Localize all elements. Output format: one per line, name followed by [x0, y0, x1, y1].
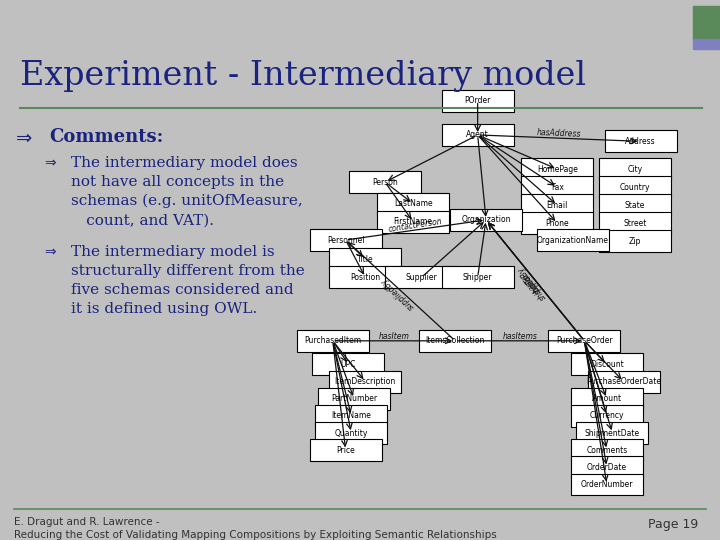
Text: Reducing the Cost of Validating Mapping Compositions by Exploiting Semantic Rela: Reducing the Cost of Validating Mapping … — [14, 530, 497, 540]
Text: Currency: Currency — [590, 411, 624, 420]
FancyBboxPatch shape — [419, 330, 491, 352]
FancyBboxPatch shape — [599, 212, 671, 234]
FancyBboxPatch shape — [318, 388, 390, 410]
FancyBboxPatch shape — [599, 158, 671, 180]
FancyBboxPatch shape — [441, 266, 513, 288]
Text: ⇒: ⇒ — [16, 129, 32, 147]
FancyBboxPatch shape — [310, 439, 382, 461]
FancyBboxPatch shape — [441, 90, 513, 112]
FancyBboxPatch shape — [377, 211, 449, 233]
Text: Phone: Phone — [546, 219, 570, 228]
Text: Quantity: Quantity — [335, 429, 368, 437]
Text: Agent: Agent — [467, 131, 489, 139]
FancyBboxPatch shape — [599, 176, 671, 198]
Text: PurchaseOrder: PurchaseOrder — [556, 336, 613, 345]
FancyBboxPatch shape — [385, 266, 457, 288]
FancyBboxPatch shape — [315, 405, 387, 427]
FancyBboxPatch shape — [315, 422, 387, 444]
FancyBboxPatch shape — [450, 209, 522, 231]
Text: ItemDescription: ItemDescription — [335, 377, 396, 386]
Text: Zip: Zip — [629, 237, 641, 246]
FancyBboxPatch shape — [571, 439, 643, 461]
FancyBboxPatch shape — [521, 212, 593, 234]
FancyBboxPatch shape — [349, 171, 421, 193]
Text: Comments:: Comments: — [49, 129, 163, 146]
Text: Experiment - Intermediary model: Experiment - Intermediary model — [20, 60, 586, 92]
Text: ⇒: ⇒ — [45, 245, 56, 259]
Text: Email: Email — [546, 201, 568, 210]
Text: Person: Person — [372, 178, 398, 187]
Text: HomePage: HomePage — [537, 165, 578, 174]
Text: The intermediary model does
not have all concepts in the
schemas (e.g. unitOfMea: The intermediary model does not have all… — [71, 156, 302, 227]
FancyBboxPatch shape — [577, 422, 649, 444]
Text: Amount: Amount — [592, 394, 622, 403]
Text: hasAddress: hasAddress — [537, 128, 582, 139]
Text: Personnel: Personnel — [327, 235, 364, 245]
FancyBboxPatch shape — [297, 330, 369, 352]
FancyBboxPatch shape — [571, 474, 643, 496]
Text: ShipmentDate: ShipmentDate — [585, 429, 640, 437]
Text: OrganizationName: OrganizationName — [537, 235, 609, 245]
Text: Supplier: Supplier — [405, 273, 437, 282]
FancyBboxPatch shape — [571, 354, 643, 375]
FancyBboxPatch shape — [537, 229, 609, 251]
Text: Title: Title — [357, 255, 374, 264]
FancyBboxPatch shape — [312, 354, 384, 375]
Text: PartNumber: PartNumber — [331, 394, 377, 403]
FancyBboxPatch shape — [549, 330, 621, 352]
Text: billTo: billTo — [522, 273, 541, 294]
Text: PurchaseOrderDate: PurchaseOrderDate — [586, 377, 661, 386]
FancyBboxPatch shape — [571, 388, 643, 410]
Bar — [693, 39, 720, 49]
FancyBboxPatch shape — [521, 158, 593, 180]
Text: PurchasedItem: PurchasedItem — [304, 336, 361, 345]
Text: City: City — [627, 165, 642, 174]
Text: hasItems: hasItems — [503, 332, 537, 341]
Text: hasItem: hasItem — [379, 332, 410, 341]
Text: Price: Price — [336, 446, 355, 455]
FancyBboxPatch shape — [329, 248, 401, 271]
FancyBboxPatch shape — [521, 176, 593, 198]
FancyBboxPatch shape — [605, 131, 677, 152]
Text: POrder: POrder — [464, 96, 491, 105]
Text: UPC: UPC — [341, 360, 356, 369]
Text: FirstName: FirstName — [394, 217, 433, 226]
Text: Fax: Fax — [551, 183, 564, 192]
Text: ⇒: ⇒ — [45, 156, 56, 170]
Text: suppliedBy: suppliedBy — [379, 276, 415, 312]
FancyBboxPatch shape — [588, 370, 660, 393]
Text: State: State — [625, 201, 645, 210]
Text: E. Dragut and R. Lawrence -: E. Dragut and R. Lawrence - — [14, 517, 160, 527]
FancyBboxPatch shape — [599, 231, 671, 252]
Bar — [693, 6, 720, 39]
Text: Comments: Comments — [586, 446, 627, 455]
FancyBboxPatch shape — [377, 193, 449, 214]
Text: shippedBy: shippedBy — [516, 265, 547, 302]
Text: The intermediary model is
structurally different from the
five schemas considere: The intermediary model is structurally d… — [71, 245, 305, 316]
Text: OrderDate: OrderDate — [587, 463, 627, 472]
Text: Street: Street — [624, 219, 647, 228]
Text: Discount: Discount — [590, 360, 624, 369]
Text: LastName: LastName — [394, 199, 433, 208]
Text: contactPerson: contactPerson — [387, 217, 443, 234]
FancyBboxPatch shape — [329, 370, 401, 393]
FancyBboxPatch shape — [441, 124, 513, 146]
FancyBboxPatch shape — [310, 229, 382, 251]
Text: Organization: Organization — [462, 215, 510, 224]
Text: Page 19: Page 19 — [648, 518, 698, 531]
Text: Shipper: Shipper — [463, 273, 492, 282]
Text: shipTo: shipTo — [521, 271, 543, 295]
FancyBboxPatch shape — [329, 266, 401, 288]
FancyBboxPatch shape — [599, 194, 671, 216]
Text: OrderNumber: OrderNumber — [580, 480, 633, 489]
Text: ItemName: ItemName — [331, 411, 372, 420]
Text: Position: Position — [350, 273, 380, 282]
FancyBboxPatch shape — [521, 194, 593, 216]
FancyBboxPatch shape — [571, 456, 643, 478]
Text: ItemsCollection: ItemsCollection — [426, 336, 485, 345]
Text: Address: Address — [625, 137, 656, 146]
Text: Country: Country — [620, 183, 650, 192]
FancyBboxPatch shape — [571, 405, 643, 427]
